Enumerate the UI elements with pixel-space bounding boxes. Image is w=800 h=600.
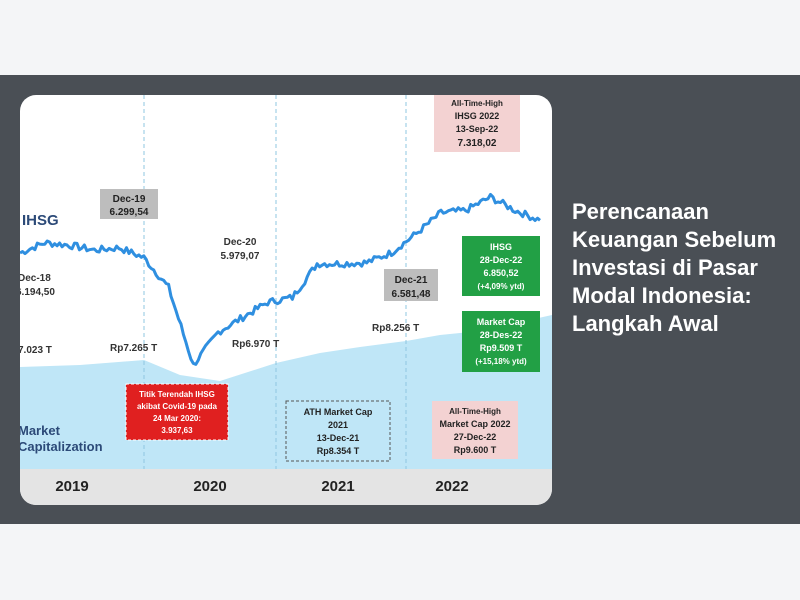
svg-text:Dec-21: Dec-21 [395,275,428,286]
svg-text:IHSG 2022: IHSG 2022 [455,111,500,121]
mcap-series-label-2: Capitalization [20,439,103,454]
x-axis-band [20,469,552,505]
mcap-value-label: Rp8.256 T [372,323,419,334]
covid-low-annotation: Titik Terendah IHSG akibat Covid-19 pada… [125,383,229,441]
svg-text:akibat Covid-19 pada: akibat Covid-19 pada [137,402,218,411]
svg-text:5.979,07: 5.979,07 [221,251,260,262]
svg-text:28-Dec-22: 28-Dec-22 [480,255,523,265]
x-tick-label: 2022 [435,478,468,495]
ath-mcap-2022-annotation: All-Time-High Market Cap 2022 27-Dec-22 … [432,401,518,459]
svg-text:6.850,52: 6.850,52 [483,268,518,278]
svg-text:6.194,50: 6.194,50 [20,287,55,298]
svg-text:13-Sep-22: 13-Sep-22 [456,124,499,134]
dec20-annotation: Dec-20 5.979,07 [221,237,260,262]
svg-text:All-Time-High: All-Time-High [451,99,503,108]
svg-text:(+4,09% ytd): (+4,09% ytd) [478,282,525,291]
svg-text:Rp8.354 T: Rp8.354 T [317,446,360,456]
x-tick-label: 2019 [55,478,88,495]
svg-text:7.318,02: 7.318,02 [458,138,497,149]
x-axis: 2019 2020 2021 2022 [55,478,468,495]
svg-text:All-Time-High: All-Time-High [449,407,501,416]
svg-text:24 Mar 2020:: 24 Mar 2020: [153,414,201,423]
svg-text:13-Dec-21: 13-Dec-21 [317,433,360,443]
ath-ihsg-annotation: All-Time-High IHSG 2022 13-Sep-22 7.318,… [434,95,520,152]
svg-text:6.299,54: 6.299,54 [110,207,149,218]
svg-text:ATH Market Cap: ATH Market Cap [304,407,373,417]
svg-text:Dec-19: Dec-19 [113,194,146,205]
svg-text:Rp9.509 T: Rp9.509 T [480,343,523,353]
svg-text:6.581,48: 6.581,48 [392,289,431,300]
article-headline: Perencanaan Keuangan Sebelum Investasi d… [572,199,777,336]
svg-text:Rp9.600 T: Rp9.600 T [454,445,497,455]
svg-text:Dec-18: Dec-18 [20,273,51,284]
mcap-value-label: Rp6.970 T [232,339,279,350]
ihsg-market-cap-chart: IHSG Market Capitalization Dec-18 6.194,… [20,95,552,505]
svg-text:Dec-20: Dec-20 [224,237,257,248]
svg-text:Market Cap: Market Cap [477,317,526,327]
dec19-annotation: Dec-19 6.299,54 [100,189,158,219]
svg-text:Titik Terendah IHSG: Titik Terendah IHSG [139,390,215,399]
svg-text:2021: 2021 [328,420,348,430]
svg-text:(+15,18% ytd): (+15,18% ytd) [475,357,527,366]
ihsg-series-label: IHSG [22,212,59,229]
mcap-series-label-1: Market [20,423,61,438]
mcap-value-label: Rp7.265 T [110,343,157,354]
x-tick-label: 2020 [193,478,226,495]
ihsg-line [20,192,541,366]
chart-card: IHSG Market Capitalization Dec-18 6.194,… [20,95,552,505]
svg-text:IHSG: IHSG [490,242,512,252]
svg-text:28-Des-22: 28-Des-22 [480,330,523,340]
svg-text:3.937,63: 3.937,63 [161,426,193,435]
dec18-annotation: Dec-18 6.194,50 [20,273,55,298]
ihsg-current-annotation: IHSG 28-Dec-22 6.850,52 (+4,09% ytd) [462,236,540,296]
mcap-value-label: 7.023 T [20,345,52,356]
mcap-current-annotation: Market Cap 28-Des-22 Rp9.509 T (+15,18% … [462,311,540,372]
dec21-annotation: Dec-21 6.581,48 [384,269,438,301]
ath-mcap-2021-annotation: ATH Market Cap 2021 13-Dec-21 Rp8.354 T [285,400,391,462]
x-tick-label: 2021 [321,478,354,495]
svg-text:Market Cap 2022: Market Cap 2022 [439,419,510,429]
svg-text:27-Dec-22: 27-Dec-22 [454,432,497,442]
